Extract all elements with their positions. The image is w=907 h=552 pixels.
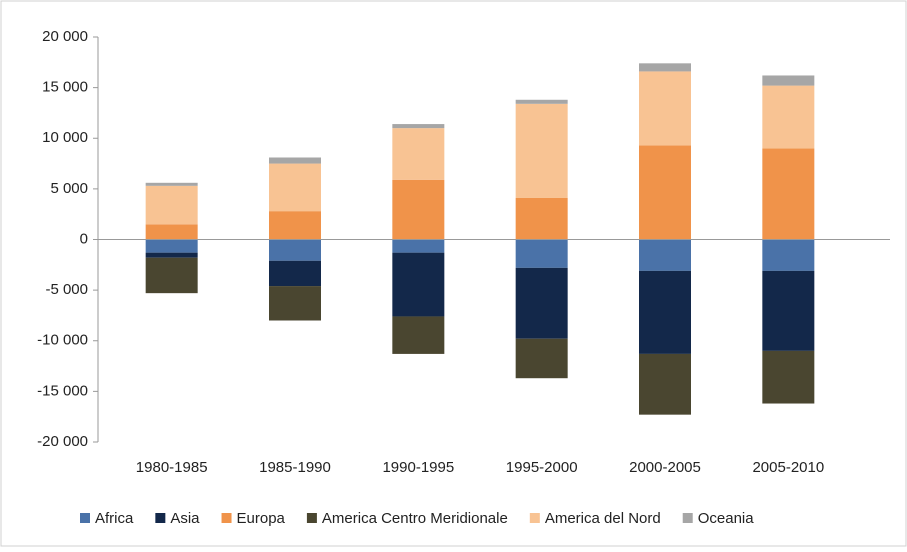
y-tick-label: -10 000 [37,332,88,349]
bar-segment [762,85,815,149]
bar-segment [269,260,321,287]
legend-label: Europa [237,510,286,527]
bar-segment [762,148,815,240]
x-tick-label: 1980-1985 [136,459,208,476]
bar-segment [515,267,568,339]
legend-label: America Centro Meridionale [322,510,508,527]
bar-segment [145,182,198,186]
x-tick-label: 1995-2000 [506,459,578,476]
y-tick-label: -5 000 [45,281,88,298]
bar-segment [515,338,568,379]
x-tick-label: 2005-2010 [752,459,824,476]
x-tick-label: 1985-1990 [259,459,331,476]
bar-segment [269,211,321,240]
bar-segment [269,163,321,212]
bar-segment [515,103,568,198]
legend-label: Oceania [698,510,755,527]
bar-segment [392,128,445,180]
bar-segment [762,239,815,271]
bar-segment [639,145,691,240]
bar-segment [392,316,445,354]
y-tick-label: 10 000 [42,129,88,146]
legend-swatch [80,513,90,523]
bar-segment [269,239,321,261]
bar-segment [145,224,198,240]
legend-swatch [306,513,317,523]
bar-segment [762,75,815,86]
bar-segment [639,270,691,354]
bar-segment [145,239,198,253]
y-tick-label: -15 000 [37,382,88,399]
bar-segment [269,286,321,321]
legend-swatch [221,513,232,523]
bar-segment [392,239,445,253]
bar-segment [145,252,198,258]
bar-segment [269,157,321,164]
bar-segment [639,239,691,271]
legend-label: Africa [95,510,134,527]
bar-segment [145,257,198,294]
x-tick-label: 2000-2005 [629,459,701,476]
bar-segment [639,63,691,72]
y-tick-label: -20 000 [37,433,88,450]
y-tick-label: 5 000 [50,180,88,197]
legend-swatch [155,513,166,523]
bar-segment [515,99,568,104]
x-tick-label: 1990-1995 [382,459,454,476]
legend-label: America del Nord [545,510,661,527]
bar-segment [392,179,445,240]
bar-segment [515,239,568,268]
y-tick-label: 20 000 [42,28,88,45]
legend-swatch [529,513,540,523]
bar-segment [639,353,691,415]
bar-segment [762,350,815,404]
y-tick-label: 0 [80,230,88,247]
bar-segment [145,185,198,225]
bar-segment [762,270,815,351]
bar-segment [392,124,445,129]
legend-label: Asia [170,510,200,527]
bar-segment [392,252,445,317]
bar-segment [639,71,691,146]
y-tick-label: 15 000 [42,79,88,96]
legend-swatch [682,513,693,523]
bar-segment [515,197,568,240]
